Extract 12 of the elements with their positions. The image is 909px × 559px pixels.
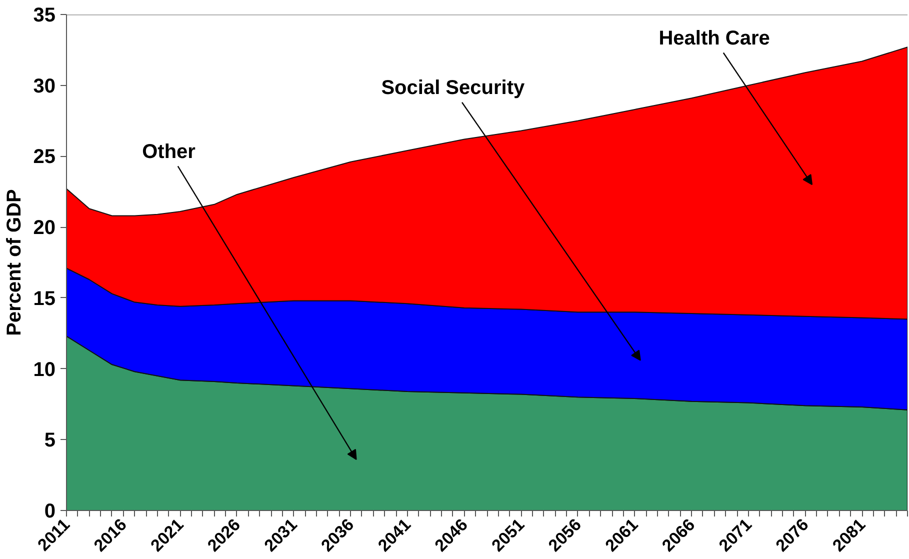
y-tick-label: 35 (33, 4, 56, 26)
series-label: Health Care (658, 28, 770, 50)
y-tick-label: 10 (33, 358, 56, 381)
y-tick-label: 20 (33, 217, 56, 240)
text: Social Security (381, 77, 526, 100)
y-axis-title: Percent of GDP (3, 189, 26, 336)
y-tick-label: 15 (33, 288, 56, 310)
y-tick-label: 5 (44, 430, 56, 452)
y-tick-label: 30 (33, 75, 56, 98)
y-tick-label: 0 (44, 500, 56, 522)
text: Other (142, 140, 196, 163)
y-tick-label: 25 (33, 146, 56, 168)
